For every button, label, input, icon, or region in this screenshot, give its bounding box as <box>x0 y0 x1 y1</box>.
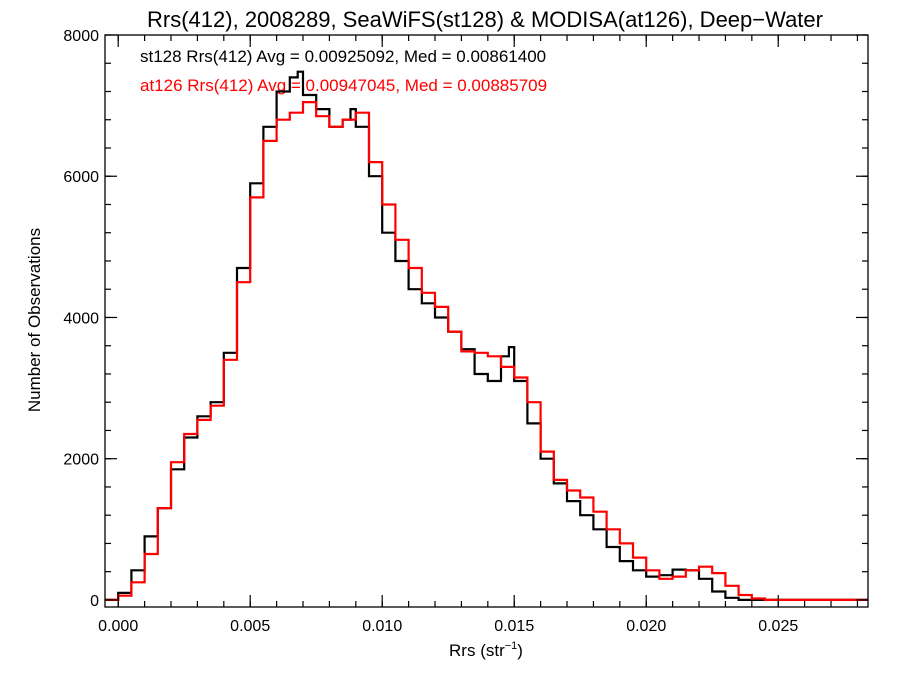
series-line-st128 <box>105 70 868 601</box>
y-tick-label: 4000 <box>63 310 99 327</box>
x-tick-label: 0.010 <box>362 618 402 635</box>
y-axis-label: Number of Observations <box>25 228 44 412</box>
y-tick-label: 6000 <box>63 169 99 186</box>
x-tick-label: 0.025 <box>758 618 798 635</box>
x-tick-label: 0.005 <box>230 618 270 635</box>
legend-entry-at126: at126 Rrs(412) Avg = 0.00947045, Med = 0… <box>140 76 547 95</box>
x-tick-label: 0.015 <box>494 618 534 635</box>
legend-entry-st128: st128 Rrs(412) Avg = 0.00925092, Med = 0… <box>140 47 546 66</box>
y-tick-label: 0 <box>90 593 99 610</box>
x-tick-label: 0.000 <box>98 618 138 635</box>
y-tick-label: 8000 <box>63 28 99 45</box>
legend: st128 Rrs(412) Avg = 0.00925092, Med = 0… <box>140 47 547 95</box>
y-tick-label: 2000 <box>63 452 99 469</box>
chart-title: Rrs(412), 2008289, SeaWiFS(st128) & MODI… <box>147 7 823 32</box>
x-axis-label: Rrs (str−1) <box>449 640 523 660</box>
series-layer <box>105 70 868 601</box>
x-tick-label: 0.020 <box>626 618 666 635</box>
plot-frame <box>104 34 869 608</box>
ticks-layer: 0.000 0.005 0.010 0.015 0.020 0.025 0 2000 4000 6… <box>63 28 868 635</box>
series-line-at126 <box>105 101 868 601</box>
